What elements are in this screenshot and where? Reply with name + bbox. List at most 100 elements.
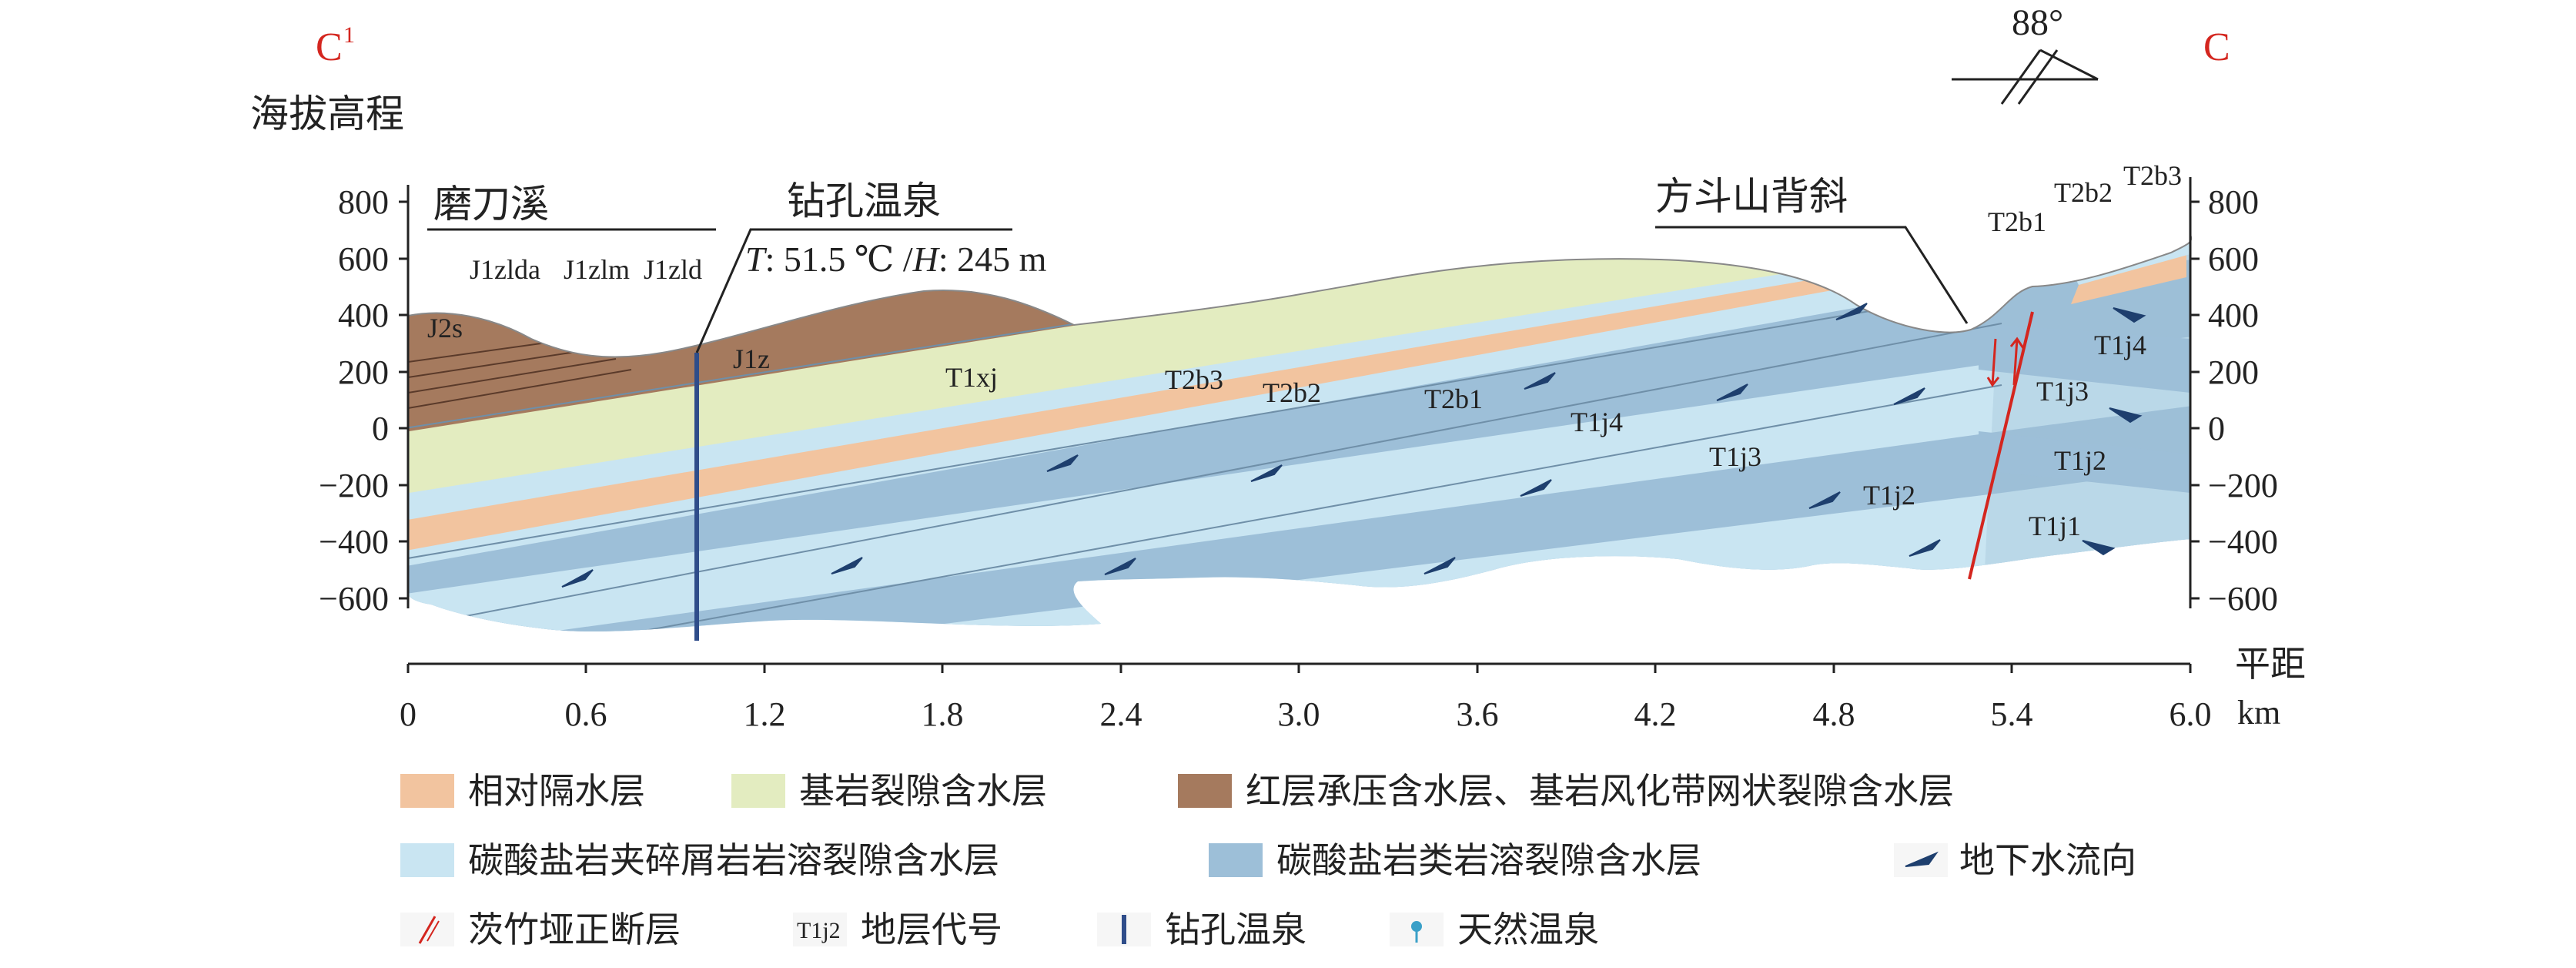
anticline-label: 方斗山背斜 (1655, 174, 1848, 219)
legend-swatch-aquitard (400, 774, 454, 808)
fault-block-t2b2 (2071, 254, 2186, 304)
stratum-label: T2b3 (1165, 364, 1223, 395)
layer-t2b2-aquitard (408, 235, 2192, 554)
x-axis (406, 662, 2192, 673)
flow-arrow (1835, 303, 1868, 320)
y-tick-right: 400 (2208, 296, 2259, 334)
x-tick: 0 (400, 695, 417, 733)
flow-arrow (1423, 557, 1456, 574)
y-tick-left: 400 (338, 296, 389, 334)
stratum-label: T1j3 (1709, 441, 1761, 472)
layer-t1j3-clastic (408, 331, 2192, 632)
legend-label: 相对隔水层 (468, 770, 645, 812)
x-axis-title: 平距 (2235, 643, 2306, 685)
y-tick-right: 600 (2208, 240, 2259, 278)
borehole-title: 钻孔温泉 (787, 179, 941, 223)
legend-label: 天然温泉 (1457, 909, 1599, 950)
stratum-label: T2b1 (1424, 384, 1483, 414)
x-tick: 3.6 (1457, 695, 1499, 733)
y-tick-left: 600 (338, 240, 389, 278)
borehole-leader (695, 228, 1012, 353)
y-tick-left: 200 (338, 353, 389, 391)
spring-icon (1390, 913, 1444, 946)
y-tick-right: −600 (2208, 580, 2278, 618)
y-tick-right: 200 (2208, 353, 2259, 391)
flow-arrow (1808, 491, 1841, 509)
stratum-label: T1j4 (2094, 330, 2146, 360)
terrain-outline (407, 234, 2193, 358)
x-tick: 1.2 (744, 695, 786, 733)
geologic-section (408, 235, 2192, 632)
flow-arrow (2082, 540, 2116, 556)
valley-label: 磨刀溪 (433, 182, 549, 226)
left-axis (399, 185, 410, 608)
x-tick: 0.6 (565, 695, 607, 733)
stratum-label: J1zlm (564, 254, 630, 285)
arrow-icon (1894, 843, 1948, 877)
y-tick-left: 0 (372, 410, 389, 447)
legend-swatch-bedrock (731, 774, 785, 808)
flow-arrows (561, 303, 2146, 588)
x-axis-unit: km (2237, 694, 2280, 732)
legend: 相对隔水层 基岩裂隙含水层 红层承压含水层、基岩风化带网状裂隙含水层 碳酸盐岩夹… (400, 770, 2136, 950)
x-tick: 3.0 (1278, 695, 1320, 733)
flow-arrow (1104, 558, 1136, 575)
x-tick: 5.4 (1991, 695, 2033, 733)
y-axis-title: 海拔高程 (250, 92, 404, 136)
section-end-left: C 1 (316, 22, 355, 69)
y-tick-left: −200 (319, 467, 389, 504)
legend-swatch-carbonate-clastic (400, 843, 454, 877)
svg-text:C: C (316, 25, 343, 69)
flow-arrow (1250, 464, 1283, 482)
legend-label: 地下水流向 (1959, 839, 2136, 881)
stratum-label: T2b3 (2123, 160, 2182, 191)
stratum-label: J2s (427, 313, 463, 343)
flow-arrow (1893, 387, 1925, 405)
stratum-label: T1j1 (2029, 511, 2081, 541)
legend-label: 碳酸盐岩夹碎屑岩岩溶裂隙含水层 (468, 839, 999, 881)
x-tick: 1.8 (922, 695, 964, 733)
stratum-code-sample: T1j2 (793, 913, 847, 946)
stratum-label: T1j4 (1571, 407, 1623, 437)
flow-arrow (831, 557, 863, 574)
y-tick-right: −200 (2208, 467, 2278, 504)
stratum-label: J1zld (644, 254, 702, 285)
fault-block-t1j4 (1979, 323, 2190, 393)
flow-arrow (2109, 407, 2143, 424)
y-tick-left: 800 (338, 183, 389, 221)
y-tick-right: 800 (2208, 183, 2259, 221)
flow-arrow (1520, 479, 1552, 497)
legend-swatch-carbonate (1209, 843, 1263, 877)
legend-label: 钻孔温泉 (1165, 909, 1306, 950)
stratum-label: T1xj (945, 362, 998, 393)
layer-t2b1 (408, 235, 2192, 570)
flow-arrow (1716, 384, 1748, 401)
x-tick: 6.0 (2170, 695, 2212, 733)
stratum-label: T2b1 (1988, 206, 2046, 237)
x-tick: 4.2 (1634, 695, 1677, 733)
stratum-label: T1j3 (2036, 376, 2089, 407)
flow-arrow (1909, 539, 1941, 557)
right-axis (2189, 177, 2200, 608)
anticline-leader (1655, 226, 1969, 324)
y-tick-right: −400 (2208, 523, 2278, 561)
stratum-label: T1j2 (2054, 445, 2106, 476)
legend-label: 地层代号 (861, 909, 1002, 950)
flow-arrow (1524, 372, 1556, 390)
stratum-label: T1j2 (1863, 480, 1915, 511)
legend-label: 茨竹垭正断层 (468, 909, 681, 950)
svg-text:88°: 88° (2012, 2, 2063, 43)
legend-label: 基岩裂隙含水层 (799, 770, 1047, 812)
fault-block-t1j2 (1979, 431, 2190, 493)
y-tick-left: −600 (319, 580, 389, 618)
legend-swatch-redbeds (1178, 774, 1232, 808)
fault-icon (400, 913, 454, 946)
section-end-right: C (2203, 25, 2230, 69)
flow-arrow (1046, 454, 1079, 472)
stratum-label: J1z (733, 343, 770, 374)
dip-symbol: 88° (1952, 2, 2099, 105)
flow-arrow (2113, 307, 2146, 323)
svg-text:1: 1 (343, 22, 355, 48)
y-tick-left: −400 (319, 523, 389, 561)
